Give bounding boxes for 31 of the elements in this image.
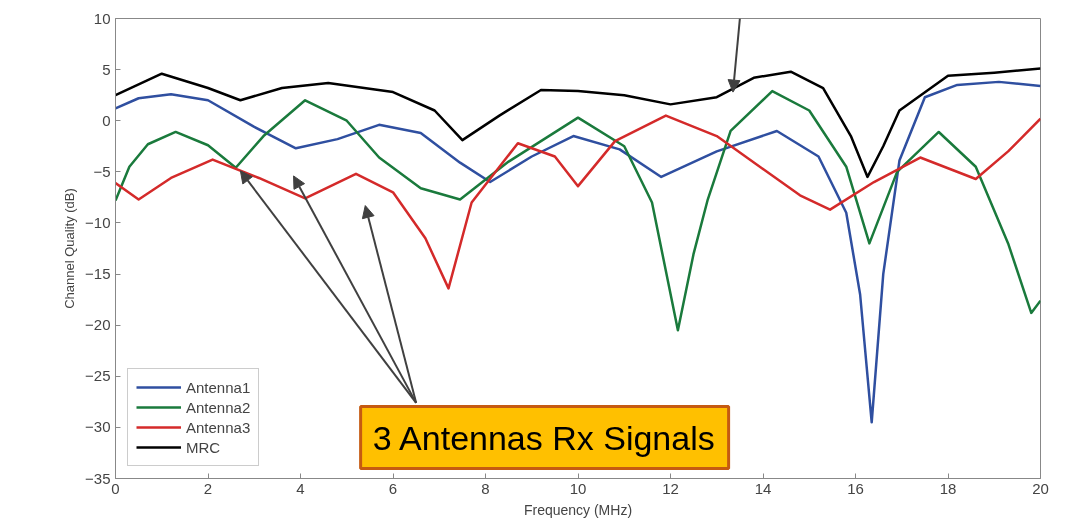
y-tick-label: 0 xyxy=(102,111,111,129)
y-tick-label: −30 xyxy=(85,418,111,436)
legend-label: Antenna2 xyxy=(186,398,251,416)
y-tick-label: −35 xyxy=(85,469,111,487)
x-tick-label: 16 xyxy=(847,479,864,497)
legend-label: MRC xyxy=(186,438,221,456)
y-tick-label: −15 xyxy=(85,265,111,283)
line-series xyxy=(115,67,1041,179)
x-tick-label: 2 xyxy=(203,479,213,497)
annotation: 3 Antennas Rx Signals xyxy=(372,418,715,457)
x-tick-label: 8 xyxy=(481,479,490,497)
y-tick-label: −10 xyxy=(85,213,111,231)
x-tick-label: 10 xyxy=(569,479,587,497)
y-tick-label: −20 xyxy=(85,316,111,334)
legend-label: Antenna1 xyxy=(186,378,251,396)
y-tick-label: 5 xyxy=(102,60,111,78)
x-tick-label: 6 xyxy=(388,479,398,497)
line-series xyxy=(115,80,1041,424)
line-series xyxy=(115,114,1041,290)
line-series xyxy=(115,89,1041,332)
x-tick-label: 14 xyxy=(754,479,772,497)
legend-label: Antenna3 xyxy=(186,418,251,436)
y-tick-label: −25 xyxy=(85,367,111,385)
y-axis-title: Channel Quality (dB) xyxy=(62,188,78,309)
x-tick-label: 20 xyxy=(1032,479,1049,497)
x-tick-label: 4 xyxy=(296,479,305,497)
y-tick-label: 10 xyxy=(93,9,111,27)
x-tick-label: 12 xyxy=(662,479,679,497)
x-tick-label: 18 xyxy=(939,479,957,497)
y-tick-label: −5 xyxy=(93,162,111,180)
x-axis-title: Frequency (MHz) xyxy=(523,501,633,518)
